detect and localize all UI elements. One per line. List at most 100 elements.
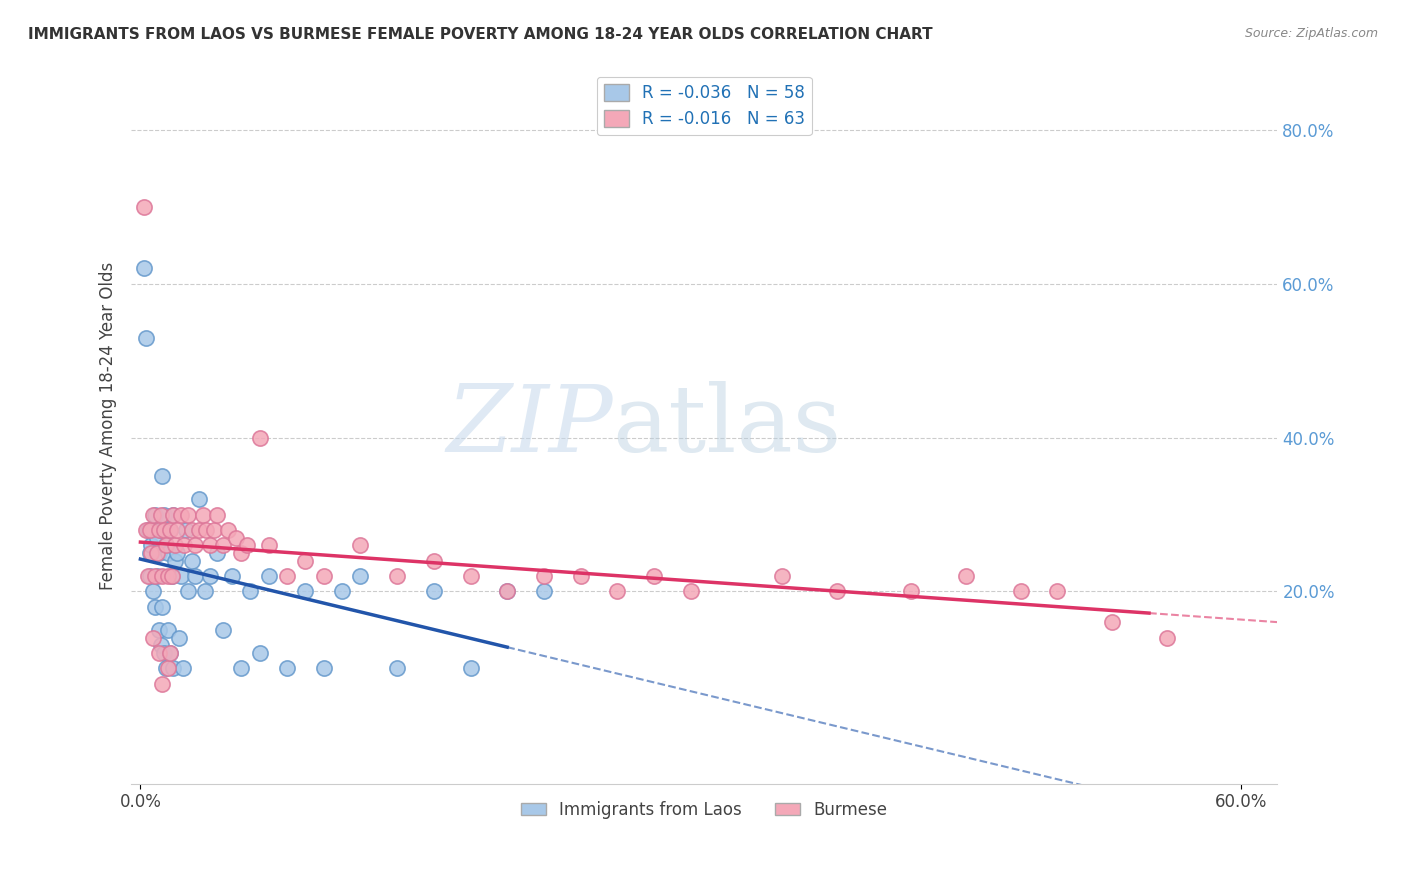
Point <box>138 569 160 583</box>
Point <box>132 261 155 276</box>
Point <box>679 584 702 599</box>
Point <box>423 584 446 599</box>
Point <box>160 569 183 583</box>
Point <box>257 538 280 552</box>
Point <box>152 569 174 583</box>
Point <box>155 661 177 675</box>
Point <box>156 661 179 675</box>
Point <box>170 508 193 522</box>
Point <box>149 638 172 652</box>
Point <box>138 523 160 537</box>
Point <box>143 569 166 583</box>
Point <box>184 569 207 583</box>
Point <box>225 531 247 545</box>
Point <box>496 584 519 599</box>
Point <box>136 523 159 537</box>
Point <box>1156 631 1178 645</box>
Point <box>159 646 181 660</box>
Point <box>132 200 155 214</box>
Point <box>146 546 169 560</box>
Point <box>1101 615 1123 630</box>
Point <box>162 508 184 522</box>
Point <box>900 584 922 599</box>
Point <box>153 508 176 522</box>
Point <box>153 646 176 660</box>
Text: IMMIGRANTS FROM LAOS VS BURMESE FEMALE POVERTY AMONG 18-24 YEAR OLDS CORRELATION: IMMIGRANTS FROM LAOS VS BURMESE FEMALE P… <box>28 27 932 42</box>
Point <box>460 661 482 675</box>
Point <box>188 492 211 507</box>
Point <box>166 523 188 537</box>
Point <box>330 584 353 599</box>
Point <box>155 538 177 552</box>
Point <box>460 569 482 583</box>
Point <box>212 538 235 552</box>
Y-axis label: Female Poverty Among 18-24 Year Olds: Female Poverty Among 18-24 Year Olds <box>100 262 117 591</box>
Point <box>160 569 183 583</box>
Point <box>165 538 187 552</box>
Point <box>191 508 214 522</box>
Point <box>188 523 211 537</box>
Point <box>249 431 271 445</box>
Point <box>955 569 977 583</box>
Point <box>294 584 316 599</box>
Point <box>195 523 218 537</box>
Point <box>174 523 197 537</box>
Point <box>423 554 446 568</box>
Point <box>148 646 170 660</box>
Point <box>198 569 221 583</box>
Point <box>276 661 298 675</box>
Point <box>159 523 181 537</box>
Point <box>606 584 628 599</box>
Point <box>135 523 157 537</box>
Point <box>180 554 202 568</box>
Point <box>149 523 172 537</box>
Point <box>166 546 188 560</box>
Point <box>148 623 170 637</box>
Point <box>153 523 176 537</box>
Point <box>149 508 172 522</box>
Point <box>207 546 229 560</box>
Point <box>162 508 184 522</box>
Point <box>142 584 165 599</box>
Point <box>276 569 298 583</box>
Point <box>236 538 259 552</box>
Point <box>385 661 408 675</box>
Point <box>152 677 174 691</box>
Point <box>207 508 229 522</box>
Point <box>167 631 190 645</box>
Point <box>142 523 165 537</box>
Point <box>148 523 170 537</box>
Point <box>184 538 207 552</box>
Point <box>770 569 793 583</box>
Text: Source: ZipAtlas.com: Source: ZipAtlas.com <box>1244 27 1378 40</box>
Point <box>533 569 555 583</box>
Point <box>312 569 335 583</box>
Point <box>146 569 169 583</box>
Point <box>159 523 181 537</box>
Point <box>212 623 235 637</box>
Point <box>136 569 159 583</box>
Text: ZIP: ZIP <box>446 381 613 471</box>
Point <box>156 623 179 637</box>
Point <box>152 469 174 483</box>
Point <box>202 523 225 537</box>
Point <box>349 569 371 583</box>
Point <box>385 569 408 583</box>
Point <box>257 569 280 583</box>
Point <box>312 661 335 675</box>
Point <box>1010 584 1032 599</box>
Point <box>162 661 184 675</box>
Point <box>217 523 239 537</box>
Point <box>231 546 253 560</box>
Point <box>165 554 187 568</box>
Point <box>249 646 271 660</box>
Point <box>170 569 193 583</box>
Point <box>180 523 202 537</box>
Point <box>294 554 316 568</box>
Point <box>135 331 157 345</box>
Point <box>349 538 371 552</box>
Point <box>1046 584 1069 599</box>
Point <box>142 631 165 645</box>
Point <box>173 538 195 552</box>
Point <box>138 546 160 560</box>
